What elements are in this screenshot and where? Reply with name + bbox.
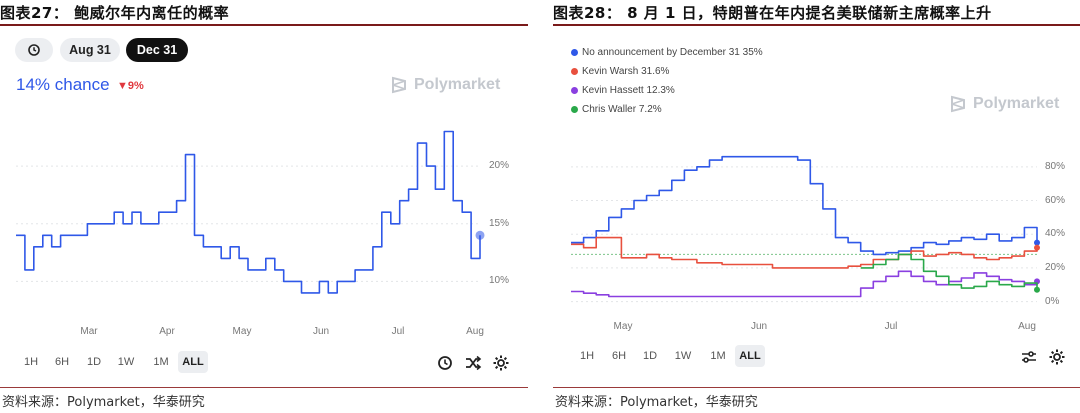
x-tick-label: Aug — [466, 326, 484, 337]
range-1w[interactable]: 1W — [117, 356, 135, 368]
right-source-rule — [553, 387, 1080, 388]
legend-item[interactable]: Kevin Warsh 31.6% — [571, 66, 669, 77]
legend-item[interactable]: No announcement by December 31 35% — [571, 47, 763, 58]
left-source: 资料来源：Polymarket，华泰研究 — [2, 395, 205, 410]
x-tick-label: Jul — [884, 321, 898, 332]
legend-label: Chris Waller 7.2% — [582, 104, 662, 115]
left-source-rule — [0, 387, 528, 388]
legend-dot — [571, 106, 578, 113]
x-tick-label: Jun — [312, 326, 330, 337]
x-tick-label: May — [232, 326, 252, 337]
x-tick-label: May — [613, 321, 633, 332]
settings-gear-icon[interactable] — [492, 354, 510, 372]
x-tick-label: Jun — [750, 321, 768, 332]
legend-item[interactable]: Kevin Hassett 12.3% — [571, 85, 675, 96]
range-1m[interactable]: 1M — [153, 356, 169, 368]
range-1d[interactable]: 1D — [642, 350, 658, 362]
x-tick-label: Apr — [159, 326, 175, 337]
y-tick-label: 80% — [1045, 160, 1066, 172]
range-1h[interactable]: 1H — [579, 350, 595, 362]
range-6h[interactable]: 6H — [54, 356, 70, 368]
x-tick-label: Mar — [80, 326, 98, 337]
y-tick-label: 15% — [489, 217, 510, 229]
chance-label: 14% chance — [16, 75, 110, 94]
series-line — [16, 130, 481, 294]
series-line-no-0 — [571, 155, 1038, 256]
legend-dot — [571, 87, 578, 94]
y-tick-label: 40% — [1045, 228, 1066, 240]
range-1w[interactable]: 1W — [674, 350, 692, 362]
left-title-rule — [0, 24, 528, 26]
range-1d[interactable]: 1D — [86, 356, 102, 368]
y-tick-label: 20% — [1045, 261, 1066, 273]
series-line-kevin-2 — [571, 270, 1038, 298]
right-title-rule — [553, 24, 1080, 26]
polymarket-logo-icon — [951, 95, 965, 113]
aug31-button[interactable]: Aug 31 — [60, 38, 120, 62]
right-figure-title: 图表28： 8 月 1 日，特朗普在年内提名美联储新主席概率上升 — [553, 4, 992, 22]
right-line-chart — [571, 155, 1040, 303]
history-button[interactable] — [15, 38, 53, 62]
y-tick-label: 20% — [489, 160, 510, 172]
right-source: 资料来源：Polymarket，华泰研究 — [555, 395, 758, 410]
chance-delta: ▼9% — [117, 80, 144, 92]
legend-label: Kevin Hassett 12.3% — [582, 85, 675, 96]
polymarket-watermark: Polymarket — [390, 76, 500, 94]
dec31-button[interactable]: Dec 31 — [126, 38, 188, 62]
series-end-dot — [1034, 239, 1040, 246]
history-reset-icon[interactable] — [436, 354, 454, 372]
legend-label: Kevin Warsh 31.6% — [582, 66, 670, 77]
range-1h[interactable]: 1H — [23, 356, 39, 368]
x-tick-label: Jul — [391, 326, 405, 337]
left-panel: Aug 31 Dec 31 14% chance ▼9% Polymarket … — [0, 0, 530, 413]
watermark-text: Polymarket — [414, 76, 501, 93]
polymarket-logo-icon — [392, 76, 406, 94]
history-icon — [28, 44, 40, 56]
series-end-dot — [475, 230, 485, 240]
y-tick-label: 0% — [1045, 295, 1060, 307]
sliders-icon[interactable] — [1020, 348, 1038, 366]
legend-item[interactable]: Chris Waller 7.2% — [571, 104, 662, 115]
settings-gear-icon-right[interactable] — [1048, 348, 1066, 366]
y-tick-label: 60% — [1045, 194, 1066, 206]
shuffle-icon[interactable] — [464, 354, 482, 372]
series-end-dot — [1034, 244, 1040, 251]
series-end-dot — [1034, 286, 1040, 293]
series-line-kevin-1 — [571, 236, 1038, 269]
left-line-chart — [16, 130, 485, 294]
range-6h[interactable]: 6H — [611, 350, 627, 362]
left-figure-title: 图表27： 鲍威尔年内离任的概率 — [0, 4, 230, 22]
polymarket-watermark-right: Polymarket — [949, 95, 1059, 113]
legend-label: No announcement by December 31 35% — [582, 47, 763, 58]
legend-dot — [571, 68, 578, 75]
right-panel: No announcement by December 31 35% Kevin … — [553, 0, 1080, 413]
series-line-chris-3 — [860, 253, 1038, 290]
range-all[interactable]: ALL — [178, 351, 208, 373]
range-1m[interactable]: 1M — [710, 350, 726, 362]
watermark-text-right: Polymarket — [973, 95, 1060, 112]
legend-dot — [571, 49, 578, 56]
range-all[interactable]: ALL — [735, 345, 765, 367]
x-tick-label: Aug — [1018, 321, 1036, 332]
y-tick-label: 10% — [489, 275, 510, 287]
